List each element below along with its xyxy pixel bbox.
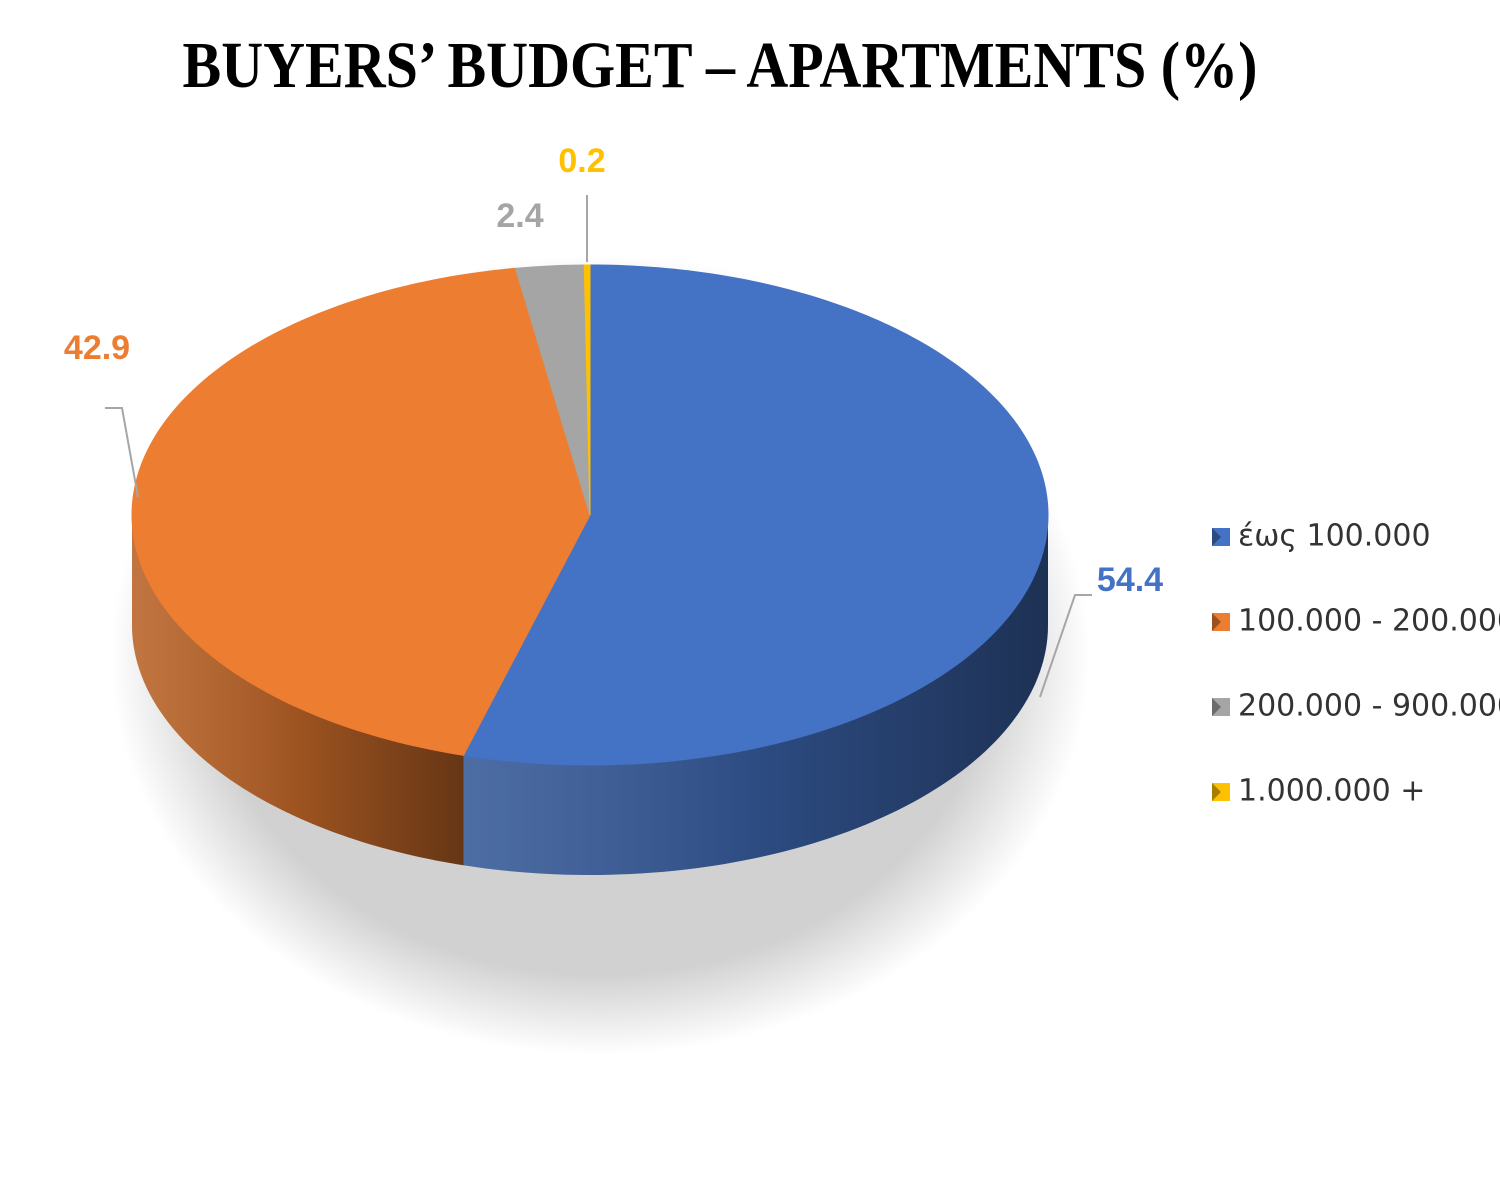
pie-slice — [583, 264, 591, 516]
leader-line — [1039, 594, 1092, 698]
pie-side-shade — [463, 515, 1049, 875]
data-label: 42.9 — [64, 329, 130, 367]
legend-marker — [1212, 613, 1230, 631]
legend-label: 100.000 - 200.000 — [1238, 604, 1500, 639]
pie-side-shade — [132, 515, 464, 866]
data-label: 2.4 — [496, 197, 543, 235]
legend-marker-shade — [1212, 613, 1221, 631]
legend-marker — [1212, 698, 1230, 716]
data-label: 54.4 — [1097, 561, 1163, 599]
legend-label: 1.000.000 + — [1238, 774, 1425, 809]
data-label: 0.2 — [558, 142, 605, 180]
legend-label: έως 100.000 — [1238, 519, 1431, 554]
legend-marker — [1212, 528, 1230, 546]
legend-marker-shade — [1212, 698, 1221, 716]
legend-marker — [1212, 783, 1230, 801]
pie-slice — [131, 267, 591, 756]
legend-label: 200.000 - 900.000 — [1238, 689, 1500, 724]
pie-slice — [462, 264, 1049, 766]
pie-slice — [514, 264, 591, 516]
legend-marker-shade — [1212, 528, 1221, 546]
leader-line — [105, 407, 139, 498]
legend: έως 100.000 100.000 - 200.000 200.000 - 90… — [1212, 519, 1500, 809]
chart-title: BUYERS’ BUDGET – APARTMENTS (%) — [183, 29, 1258, 102]
pie: 54.4 42.9 2.4 0.2 — [64, 142, 1163, 875]
legend-marker-shade — [1212, 783, 1221, 801]
